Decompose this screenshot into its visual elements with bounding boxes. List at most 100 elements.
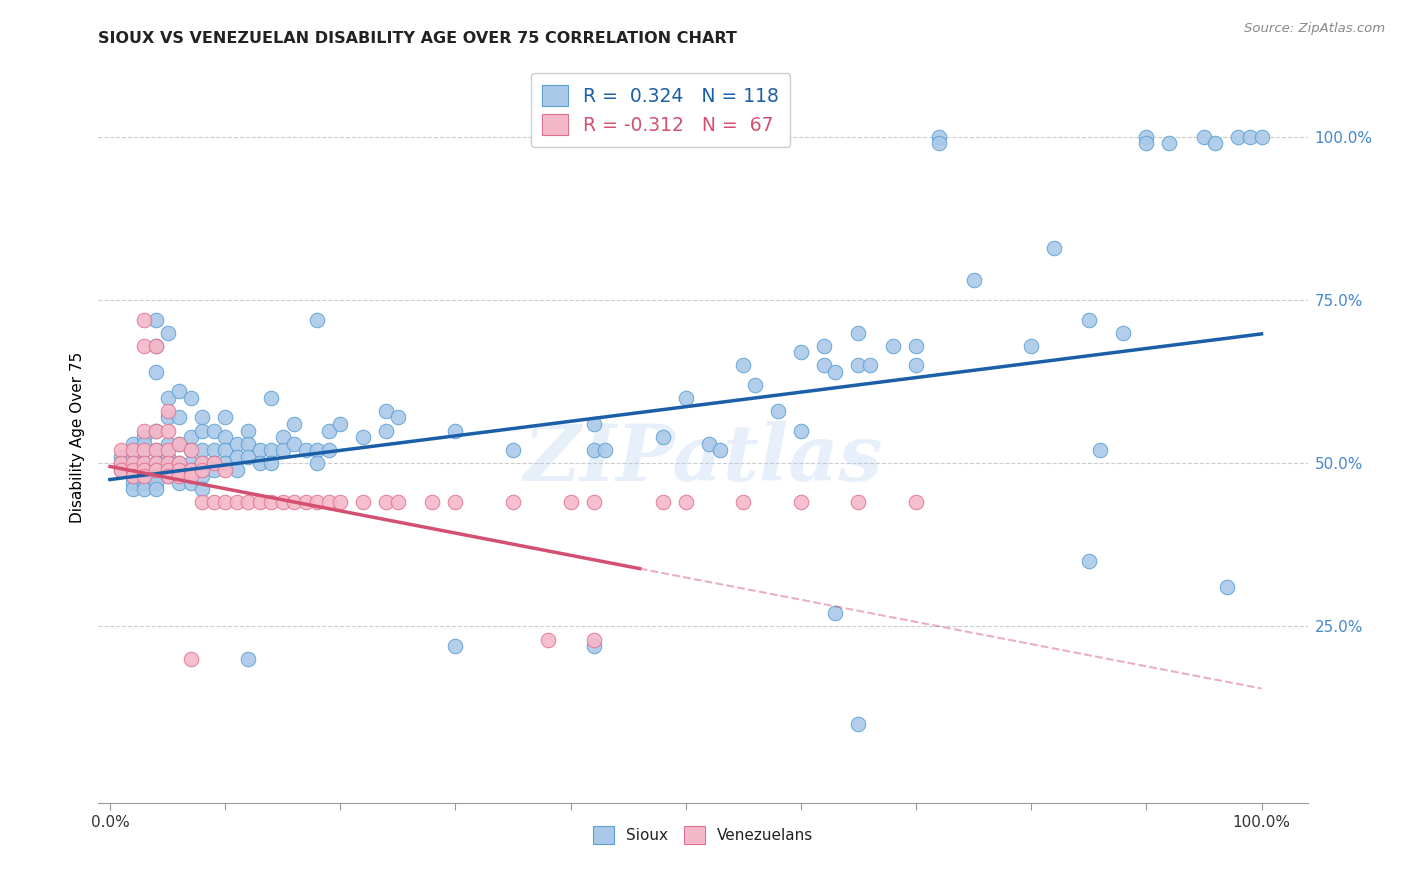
Point	[110, 443, 132, 458]
Point	[236, 495, 259, 509]
Point	[502, 495, 524, 509]
Point	[1077, 312, 1099, 326]
Point	[733, 495, 755, 509]
Point	[271, 443, 294, 458]
Point	[744, 377, 766, 392]
Point	[1250, 129, 1272, 144]
Point	[1135, 129, 1157, 144]
Point	[134, 443, 156, 458]
Point	[905, 495, 928, 509]
Point	[260, 391, 283, 405]
Point	[813, 338, 835, 352]
Point	[352, 495, 374, 509]
Point	[318, 495, 340, 509]
Point	[271, 430, 294, 444]
Point	[848, 717, 870, 731]
Point	[905, 338, 928, 352]
Point	[156, 456, 179, 470]
Point	[180, 443, 202, 458]
Point	[962, 273, 984, 287]
Point	[1019, 338, 1042, 352]
Point	[249, 456, 271, 470]
Point	[156, 326, 179, 340]
Point	[766, 404, 789, 418]
Point	[214, 495, 236, 509]
Y-axis label: Disability Age Over 75: Disability Age Over 75	[69, 351, 84, 523]
Point	[848, 358, 870, 372]
Point	[122, 469, 145, 483]
Point	[260, 456, 283, 470]
Point	[225, 495, 247, 509]
Point	[145, 424, 167, 438]
Point	[134, 443, 156, 458]
Point	[1112, 326, 1135, 340]
Point	[156, 424, 179, 438]
Point	[307, 495, 329, 509]
Point	[134, 483, 156, 497]
Point	[110, 456, 132, 470]
Point	[134, 475, 156, 490]
Point	[859, 358, 882, 372]
Point	[375, 404, 398, 418]
Point	[180, 463, 202, 477]
Point	[294, 443, 316, 458]
Point	[813, 358, 835, 372]
Point	[387, 495, 409, 509]
Point	[733, 358, 755, 372]
Point	[582, 495, 605, 509]
Point	[167, 456, 190, 470]
Point	[329, 417, 352, 431]
Point	[180, 652, 202, 666]
Point	[444, 639, 467, 653]
Point	[122, 463, 145, 477]
Point	[134, 463, 156, 477]
Point	[134, 436, 156, 450]
Point	[180, 456, 202, 470]
Point	[824, 607, 846, 621]
Text: SIOUX VS VENEZUELAN DISABILITY AGE OVER 75 CORRELATION CHART: SIOUX VS VENEZUELAN DISABILITY AGE OVER …	[98, 31, 737, 46]
Point	[122, 463, 145, 477]
Point	[122, 436, 145, 450]
Point	[156, 469, 179, 483]
Point	[145, 469, 167, 483]
Point	[191, 483, 214, 497]
Point	[180, 443, 202, 458]
Point	[191, 456, 214, 470]
Point	[675, 495, 697, 509]
Text: Source: ZipAtlas.com: Source: ZipAtlas.com	[1244, 22, 1385, 36]
Point	[260, 495, 283, 509]
Point	[180, 430, 202, 444]
Point	[122, 475, 145, 490]
Point	[110, 463, 132, 477]
Point	[651, 430, 673, 444]
Point	[593, 443, 616, 458]
Point	[134, 456, 156, 470]
Point	[536, 632, 558, 647]
Legend: Sioux, Venezuelans: Sioux, Venezuelans	[586, 820, 820, 850]
Point	[191, 410, 214, 425]
Point	[283, 436, 305, 450]
Point	[651, 495, 673, 509]
Point	[848, 495, 870, 509]
Point	[882, 338, 904, 352]
Point	[156, 463, 179, 477]
Point	[444, 424, 467, 438]
Point	[145, 424, 167, 438]
Point	[1192, 129, 1215, 144]
Point	[214, 410, 236, 425]
Point	[582, 443, 605, 458]
Point	[191, 424, 214, 438]
Point	[110, 456, 132, 470]
Point	[236, 652, 259, 666]
Point	[134, 469, 156, 483]
Point	[122, 469, 145, 483]
Point	[582, 632, 605, 647]
Point	[167, 436, 190, 450]
Point	[156, 450, 179, 464]
Point	[1135, 136, 1157, 151]
Point	[236, 424, 259, 438]
Point	[156, 410, 179, 425]
Point	[156, 469, 179, 483]
Point	[167, 463, 190, 477]
Point	[156, 463, 179, 477]
